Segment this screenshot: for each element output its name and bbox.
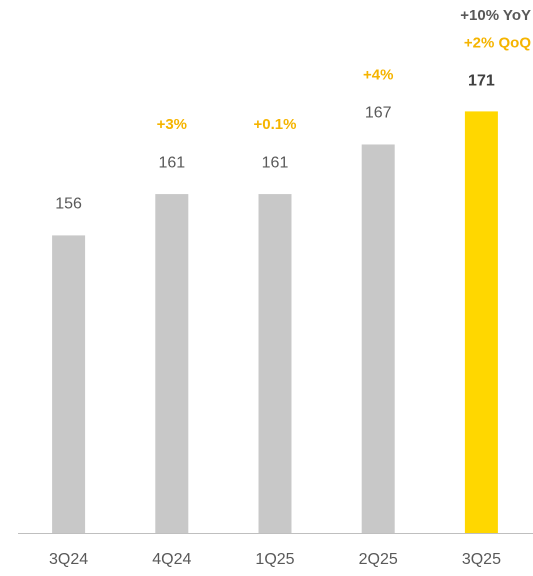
value-label: 161 <box>158 154 185 171</box>
value-label: 171 <box>468 73 495 90</box>
growth-label: +3% <box>157 116 187 133</box>
value-label: 167 <box>365 105 392 122</box>
bar <box>52 235 86 533</box>
x-tick-label: 4Q24 <box>152 551 191 568</box>
growth-label: +2% QoQ <box>464 34 531 51</box>
x-tick-label: 3Q24 <box>49 551 88 568</box>
bar <box>361 144 395 533</box>
bar <box>258 194 292 534</box>
x-tick-label: 3Q25 <box>462 551 501 568</box>
bar <box>155 194 189 534</box>
annotation: +10% YoY <box>460 7 531 24</box>
x-tick-label: 2Q25 <box>359 551 398 568</box>
x-tick-label: 1Q25 <box>255 551 294 568</box>
growth-label: +0.1% <box>254 116 297 133</box>
bar <box>464 111 498 534</box>
value-label: 161 <box>262 154 289 171</box>
growth-label: +4% <box>363 66 393 83</box>
value-label: 156 <box>55 196 82 213</box>
